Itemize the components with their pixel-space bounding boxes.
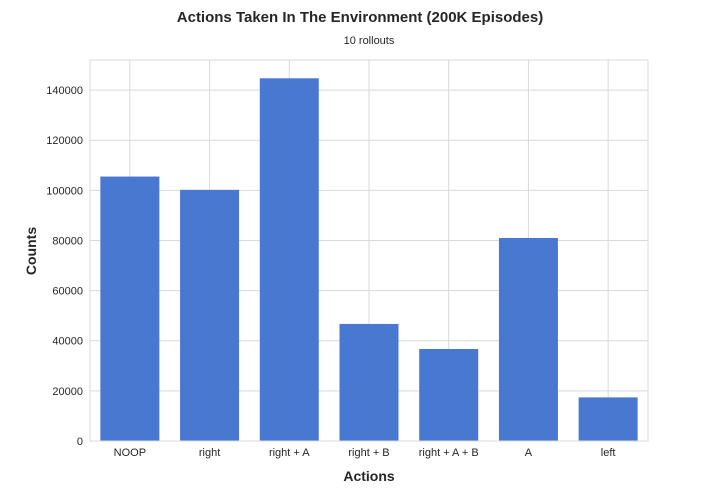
y-tick-label: 100000 <box>46 185 83 197</box>
x-tick-label: A <box>525 447 533 459</box>
y-tick-label: 40000 <box>52 336 83 348</box>
bar-a <box>498 237 558 441</box>
x-tick-label: left <box>601 447 616 459</box>
y-tick-label: 140000 <box>46 85 83 97</box>
chart-title: Actions Taken In The Environment (200K E… <box>177 9 543 26</box>
y-tick-label: 0 <box>77 436 83 448</box>
x-tick-label: right + A <box>269 447 310 459</box>
bars-layer <box>100 78 638 442</box>
bar-noop <box>100 176 160 442</box>
x-tick-label: right + A + B <box>419 447 479 459</box>
x-axis-label: Actions <box>343 468 395 484</box>
y-axis-label: Counts <box>23 227 39 275</box>
y-tick-labels: 0 20000 40000 60000 80000 100000 120000 140000 <box>46 85 83 448</box>
y-tick-label: 80000 <box>52 235 83 247</box>
x-tick-label: right + B <box>348 447 389 459</box>
bar-right-a <box>259 78 319 441</box>
x-tick-labels: NOOP right right + A right + B right + A + B… <box>114 447 616 459</box>
bar-left <box>578 397 638 441</box>
bar-right-b <box>339 323 399 441</box>
y-tick-label: 120000 <box>46 135 83 147</box>
y-tick-label: 60000 <box>52 286 83 298</box>
x-tick-label: NOOP <box>114 447 146 459</box>
y-tick-label: 20000 <box>52 386 83 398</box>
bar-right-a-b <box>419 349 479 441</box>
x-tick-label: right <box>199 447 220 459</box>
plot-frame <box>89 59 649 442</box>
bar-right <box>180 189 240 441</box>
chart-subtitle: 10 rollouts <box>344 35 395 47</box>
